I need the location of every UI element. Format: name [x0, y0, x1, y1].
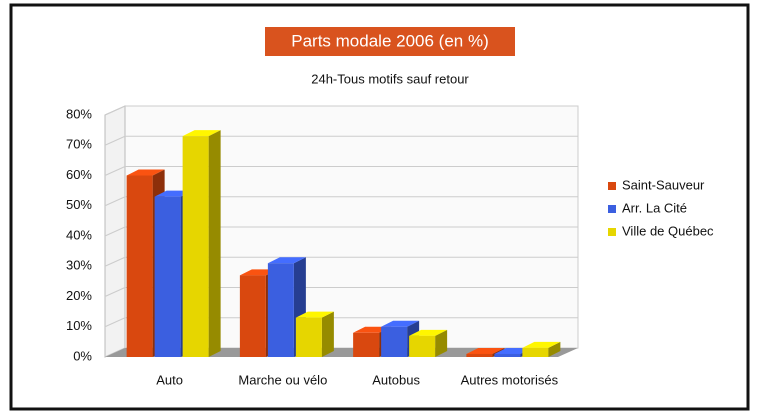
- bar-top: [295, 311, 334, 318]
- y-tick-label: 50%: [66, 197, 92, 212]
- bar-top: [381, 320, 420, 327]
- bar: [409, 335, 436, 357]
- bar: [126, 175, 153, 357]
- bar: [295, 317, 322, 357]
- grid-line-side: [104, 196, 126, 207]
- y-tick-label: 80%: [66, 106, 92, 121]
- bar-top: [409, 329, 448, 336]
- y-tick-label: 40%: [66, 227, 92, 242]
- bar-side: [321, 311, 334, 357]
- legend-label: Saint-Sauveur: [622, 177, 705, 192]
- bar-side: [208, 130, 221, 357]
- x-tick-label: Autres motorisés: [461, 372, 559, 387]
- chart-subtitle: 24h-Tous motifs sauf retour: [311, 71, 469, 86]
- y-tick-label: 60%: [66, 167, 92, 182]
- bar-top: [182, 130, 221, 137]
- chart-title: Parts modale 2006 (en %): [291, 31, 489, 50]
- grid-line-side: [104, 135, 126, 146]
- legend-swatch: [608, 205, 616, 213]
- x-tick-label: Marche ou vélo: [238, 372, 327, 387]
- x-tick-label: Autobus: [372, 372, 420, 387]
- bar: [182, 136, 209, 357]
- grid-line-side: [104, 287, 126, 297]
- bar: [154, 196, 181, 357]
- bar: [522, 347, 549, 357]
- grid-line-side: [104, 226, 126, 237]
- bar: [267, 263, 294, 357]
- y-tick-label: 0%: [73, 348, 92, 363]
- grid-line-side: [104, 317, 126, 328]
- legend-label: Ville de Québec: [622, 223, 714, 238]
- y-tick-label: 70%: [66, 137, 92, 152]
- legend-label: Arr. La Cité: [622, 200, 687, 215]
- bar-side: [548, 341, 561, 357]
- bar: [381, 326, 408, 357]
- floor: [105, 348, 578, 357]
- grid-line-side: [104, 166, 126, 176]
- y-tick-label: 20%: [66, 288, 92, 303]
- bar: [466, 353, 493, 357]
- bar: [494, 353, 521, 357]
- bar-side: [435, 329, 448, 357]
- grid-line-side: [104, 256, 126, 267]
- y-tick-label: 30%: [66, 258, 92, 273]
- y-tick-label: 10%: [66, 318, 92, 333]
- bar-top: [466, 347, 505, 354]
- grid-line-side: [104, 105, 126, 116]
- legend-swatch: [608, 228, 616, 236]
- bar-top: [267, 257, 306, 264]
- bar: [353, 332, 380, 357]
- title-box: [265, 27, 515, 56]
- bar-top: [126, 169, 165, 176]
- legend-swatch: [608, 182, 616, 190]
- x-tick-label: Auto: [156, 372, 183, 387]
- bar: [239, 275, 266, 357]
- bar-top: [522, 341, 561, 348]
